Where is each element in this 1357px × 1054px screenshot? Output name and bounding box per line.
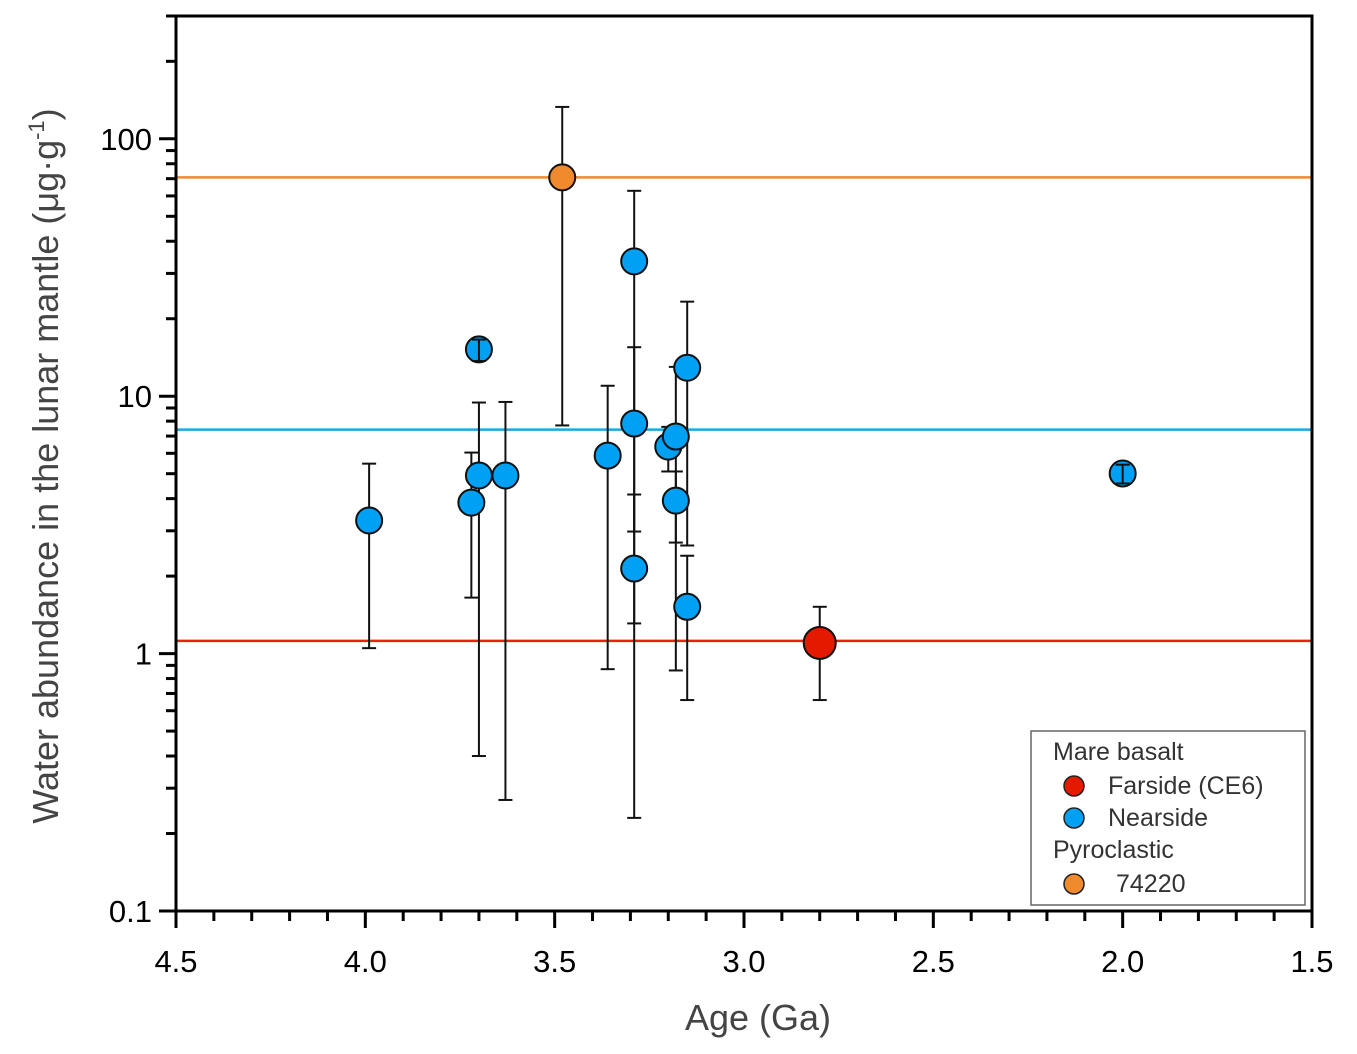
legend-label-nearside: Nearside <box>1108 804 1208 832</box>
y-axis-ticks: 0.1 1 10 100 <box>100 14 176 929</box>
x-tick-label: 3.0 <box>722 944 765 979</box>
legend-label-74220: 74220 <box>1116 870 1186 898</box>
data-point <box>802 625 837 660</box>
x-tick-label: 4.0 <box>344 944 387 979</box>
data-markers <box>355 163 1137 660</box>
x-tick-label: 4.5 <box>154 944 197 979</box>
x-tick-label: 1.5 <box>1290 944 1333 979</box>
y-axis-title-superscript: -1 <box>24 120 49 140</box>
x-axis-title: Age (Ga) <box>685 997 831 1038</box>
data-point <box>457 488 486 517</box>
y-axis-title-suffix: ) <box>25 108 66 120</box>
data-point <box>661 422 690 451</box>
x-axis-ticks: 4.5 4.0 3.5 3.0 2.5 2.0 1.5 <box>154 911 1334 979</box>
x-tick-label: 2.5 <box>912 944 955 979</box>
y-axis-title: Water abundance in the lunar mantle (μg·… <box>24 108 66 823</box>
y-tick-label: 100 <box>100 122 152 157</box>
x-tick-label: 2.0 <box>1101 944 1144 979</box>
legend: Mare basalt Farside (CE6) Nearside Pyroc… <box>1030 730 1306 906</box>
y-tick-label: 10 <box>118 379 152 414</box>
data-point <box>355 506 384 535</box>
data-point <box>673 353 702 382</box>
data-point <box>620 409 649 438</box>
legend-group-title-mare-basalt: Mare basalt <box>1053 738 1184 766</box>
y-tick-label: 1 <box>135 637 152 672</box>
legend-marker-farside <box>1063 775 1085 797</box>
y-axis-title-main: Water abundance in the lunar mantle (μg·… <box>25 140 66 824</box>
legend-marker-nearside <box>1063 807 1085 829</box>
x-tick-label: 3.5 <box>533 944 576 979</box>
data-point <box>464 461 493 490</box>
legend-marker-74220 <box>1063 873 1085 895</box>
data-point <box>620 554 649 583</box>
y-tick-label: 0.1 <box>109 894 152 929</box>
legend-group-title-pyroclastic: Pyroclastic <box>1053 836 1174 864</box>
reference-lines <box>176 176 1312 643</box>
data-point <box>620 247 649 276</box>
legend-label-farside: Farside (CE6) <box>1108 772 1264 800</box>
data-point <box>673 592 702 621</box>
data-point <box>491 461 520 490</box>
data-point <box>661 486 690 515</box>
data-point <box>593 441 622 470</box>
data-point <box>548 163 577 192</box>
